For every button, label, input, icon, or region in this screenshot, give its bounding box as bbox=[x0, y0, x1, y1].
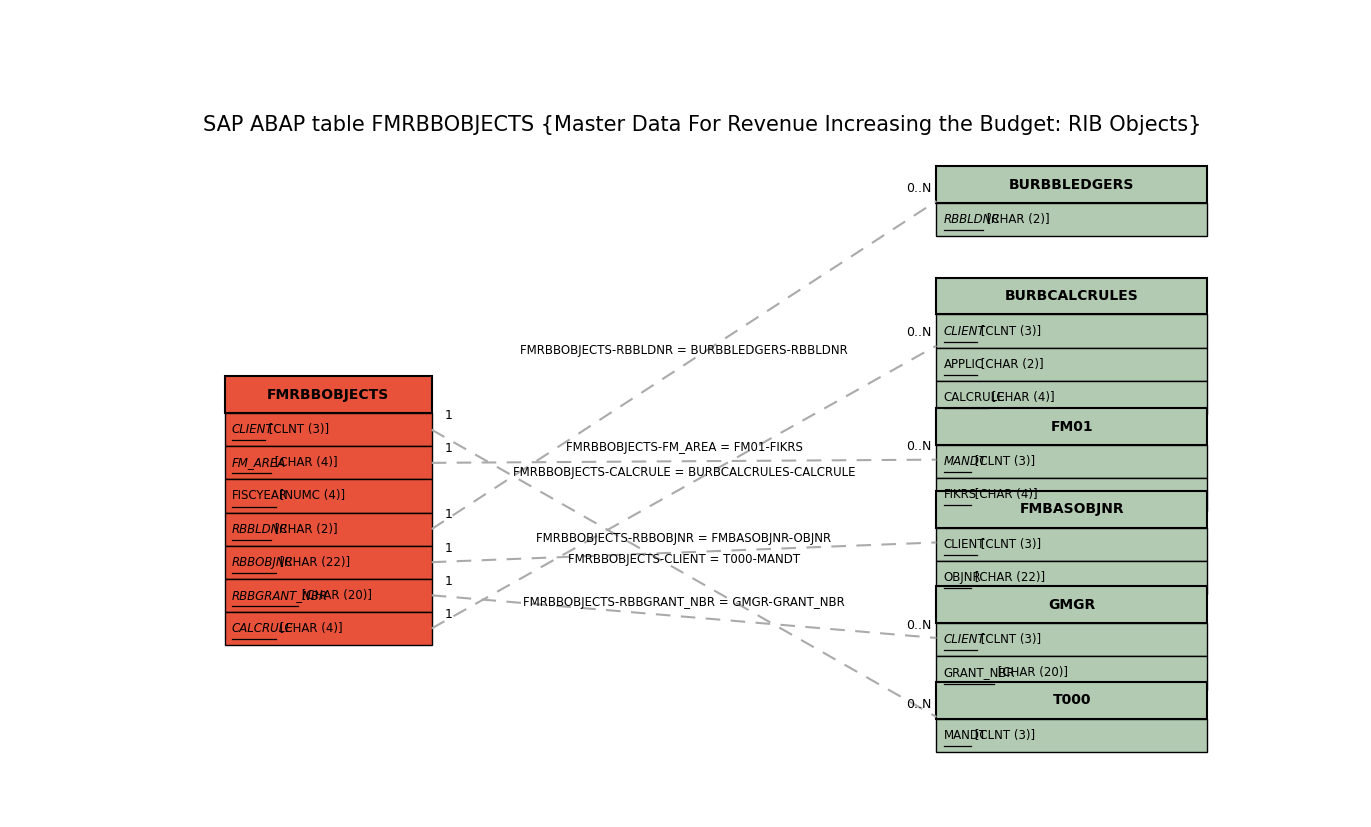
Text: [CHAR (2)]: [CHAR (2)] bbox=[270, 523, 337, 536]
Text: FIKRS: FIKRS bbox=[943, 488, 978, 501]
Text: [NUMC (4)]: [NUMC (4)] bbox=[276, 490, 345, 503]
Text: [CHAR (4)]: [CHAR (4)] bbox=[972, 488, 1038, 501]
Text: CLIENT: CLIENT bbox=[943, 538, 986, 551]
Text: BURBBLEDGERS: BURBBLEDGERS bbox=[1009, 178, 1135, 192]
Text: FMRBBOBJECTS-CLIENT = T000-MANDT: FMRBBOBJECTS-CLIENT = T000-MANDT bbox=[568, 552, 801, 566]
Text: APPLIC: APPLIC bbox=[943, 357, 984, 370]
Text: MANDT: MANDT bbox=[943, 455, 987, 468]
Bar bbox=[225, 579, 432, 612]
Bar bbox=[936, 719, 1208, 752]
Text: FMRBBOBJECTS: FMRBBOBJECTS bbox=[267, 388, 389, 402]
Text: MANDT: MANDT bbox=[943, 729, 987, 742]
Bar bbox=[225, 612, 432, 645]
Text: 1: 1 bbox=[444, 509, 452, 522]
Text: SAP ABAP table FMRBBOBJECTS {Master Data For Revenue Increasing the Budget: RIB : SAP ABAP table FMRBBOBJECTS {Master Data… bbox=[203, 115, 1202, 135]
Text: CLIENT: CLIENT bbox=[943, 324, 986, 337]
Text: CLIENT: CLIENT bbox=[232, 423, 273, 436]
Text: [CLNT (3)]: [CLNT (3)] bbox=[972, 455, 1035, 468]
Text: 1: 1 bbox=[444, 575, 452, 588]
Bar bbox=[225, 376, 432, 414]
Text: FM01: FM01 bbox=[1050, 419, 1093, 433]
Text: 1: 1 bbox=[444, 409, 452, 422]
Text: FMRBBOBJECTS-CALCRULE = BURBCALCRULES-CALCRULE: FMRBBOBJECTS-CALCRULE = BURBCALCRULES-CA… bbox=[513, 466, 856, 480]
Text: FISCYEAR: FISCYEAR bbox=[232, 490, 288, 503]
Text: [CLNT (3)]: [CLNT (3)] bbox=[265, 423, 329, 436]
Text: CLIENT: CLIENT bbox=[943, 633, 986, 647]
Text: FMRBBOBJECTS-RBBGRANT_NBR = GMGR-GRANT_NBR: FMRBBOBJECTS-RBBGRANT_NBR = GMGR-GRANT_N… bbox=[524, 596, 845, 609]
Text: RBBLDNR: RBBLDNR bbox=[232, 523, 288, 536]
Text: CALCRULE: CALCRULE bbox=[232, 622, 293, 635]
Text: FMRBBOBJECTS-RBBOBJNR = FMBASOBJNR-OBJNR: FMRBBOBJECTS-RBBOBJNR = FMBASOBJNR-OBJNR bbox=[536, 532, 832, 545]
Text: RBBOBJNR: RBBOBJNR bbox=[232, 556, 293, 569]
Text: GRANT_NBR: GRANT_NBR bbox=[943, 667, 1016, 680]
Bar bbox=[936, 682, 1208, 719]
Text: 0..N: 0..N bbox=[906, 697, 931, 710]
Text: T000: T000 bbox=[1053, 693, 1091, 707]
Text: [CHAR (22)]: [CHAR (22)] bbox=[972, 571, 1046, 584]
Bar bbox=[936, 203, 1208, 237]
Text: RBBLDNR: RBBLDNR bbox=[943, 213, 1001, 226]
Bar bbox=[936, 314, 1208, 347]
Text: [CLNT (3)]: [CLNT (3)] bbox=[978, 633, 1041, 647]
Text: [CHAR (20)]: [CHAR (20)] bbox=[994, 667, 1068, 680]
Text: [CLNT (3)]: [CLNT (3)] bbox=[972, 729, 1035, 742]
Bar bbox=[225, 447, 432, 480]
Text: [CHAR (4)]: [CHAR (4)] bbox=[276, 622, 343, 635]
Text: 1: 1 bbox=[444, 608, 452, 621]
Text: [CHAR (20)]: [CHAR (20)] bbox=[299, 589, 373, 602]
Bar bbox=[936, 624, 1208, 657]
Bar bbox=[225, 480, 432, 513]
Text: 0..N: 0..N bbox=[906, 440, 931, 453]
Text: [CHAR (22)]: [CHAR (22)] bbox=[276, 556, 350, 569]
Bar bbox=[225, 546, 432, 579]
Text: 1: 1 bbox=[444, 542, 452, 555]
Bar bbox=[936, 528, 1208, 561]
Bar bbox=[936, 278, 1208, 314]
Text: [CHAR (4)]: [CHAR (4)] bbox=[988, 391, 1054, 404]
Bar bbox=[225, 414, 432, 447]
Text: FMRBBOBJECTS-RBBLDNR = BURBBLEDGERS-RBBLDNR: FMRBBOBJECTS-RBBLDNR = BURBBLEDGERS-RBBL… bbox=[520, 345, 847, 357]
Text: 0..N: 0..N bbox=[906, 619, 931, 632]
Text: 0..N: 0..N bbox=[906, 327, 931, 339]
Bar bbox=[936, 561, 1208, 594]
Text: CALCRULE: CALCRULE bbox=[943, 391, 1005, 404]
Text: [CHAR (4)]: [CHAR (4)] bbox=[270, 457, 337, 470]
Bar bbox=[936, 347, 1208, 380]
Text: 0..N: 0..N bbox=[906, 182, 931, 195]
Bar bbox=[225, 513, 432, 546]
Bar bbox=[936, 166, 1208, 203]
Text: GMGR: GMGR bbox=[1049, 598, 1095, 612]
Bar bbox=[936, 478, 1208, 511]
Text: FMBASOBJNR: FMBASOBJNR bbox=[1020, 502, 1124, 516]
Bar bbox=[936, 491, 1208, 528]
Bar bbox=[936, 586, 1208, 624]
Bar bbox=[936, 408, 1208, 445]
Text: [CLNT (3)]: [CLNT (3)] bbox=[978, 538, 1041, 551]
Text: RBBGRANT_NBR: RBBGRANT_NBR bbox=[232, 589, 328, 602]
Text: FM_AREA: FM_AREA bbox=[232, 457, 287, 470]
Text: OBJNR: OBJNR bbox=[943, 571, 982, 584]
Text: 1: 1 bbox=[444, 442, 452, 455]
Text: [CLNT (3)]: [CLNT (3)] bbox=[978, 324, 1041, 337]
Bar bbox=[936, 445, 1208, 478]
Text: BURBCALCRULES: BURBCALCRULES bbox=[1005, 289, 1139, 303]
Text: FMRBBOBJECTS-FM_AREA = FM01-FIKRS: FMRBBOBJECTS-FM_AREA = FM01-FIKRS bbox=[566, 441, 802, 454]
Bar bbox=[936, 380, 1208, 414]
Text: [CHAR (2)]: [CHAR (2)] bbox=[983, 213, 1049, 226]
Bar bbox=[936, 657, 1208, 690]
Text: [CHAR (2)]: [CHAR (2)] bbox=[978, 357, 1043, 370]
